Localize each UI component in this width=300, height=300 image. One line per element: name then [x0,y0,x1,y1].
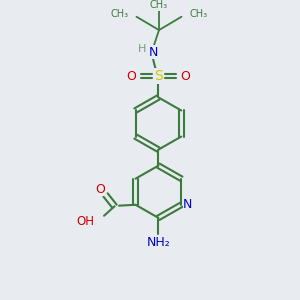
Text: O: O [95,183,105,196]
Text: H: H [137,44,146,54]
Text: OH: OH [76,215,94,228]
Text: O: O [181,70,190,83]
Text: N: N [183,198,193,211]
Text: S: S [154,69,163,83]
Text: N: N [148,46,158,59]
Text: NH₂: NH₂ [146,236,170,249]
Text: CH₃: CH₃ [189,9,207,19]
Text: O: O [127,70,136,83]
Text: CH₃: CH₃ [150,1,168,10]
Text: CH₃: CH₃ [111,9,129,19]
